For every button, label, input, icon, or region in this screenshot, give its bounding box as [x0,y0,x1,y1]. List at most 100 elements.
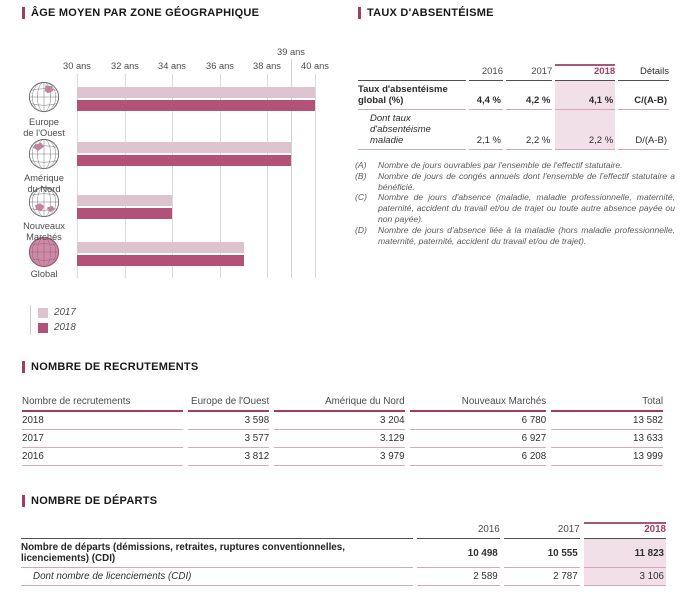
gridline-39 [291,59,292,278]
bar-group-new-markets [77,195,173,221]
table-header-row: 2016 2017 2018 [21,522,666,539]
section-title-recruitments: NOMBRE DE RECRUTEMENTS [22,361,198,373]
x-tick-label: 36 ans [206,61,234,71]
row-label: Taux d'absentéisme global (%) [358,81,466,110]
cell-details: C/(A-B) [618,81,669,110]
gridline [125,74,126,278]
x-tick-label: 38 ans [253,61,281,71]
cell-value: 10 555 [503,539,580,568]
bar-2018-new-markets [77,208,173,219]
bar-2018-europe [77,100,315,111]
cell-value: 3.129 [274,430,405,448]
header-total: Total [551,396,663,412]
x-tick-label-callout: 39 ans [277,47,305,57]
header-new-markets: Nouveaux Marchés [409,396,547,412]
cell-value: 13 633 [551,430,663,448]
title-accent-bar [22,495,25,507]
header-empty [358,64,466,81]
cell-value-2018: 2,2 % [555,110,616,150]
cell-value-2018: 4,1 % [555,81,616,110]
header-2017: 2017 [506,64,553,81]
cell-value: 6 927 [409,430,547,448]
section-title-absenteeism: TAUX D'ABSENTÉISME [358,7,494,19]
legend-label-2018: 2018 [54,322,76,333]
legend-item-2017: 2017 [38,305,76,320]
table-row-2016: 2016 3 812 3 979 6 208 13 999 [22,448,663,466]
table-row-2017: 2017 3 577 3.129 6 927 13 633 [22,430,663,448]
header-north-america: Amérique du Nord [274,396,405,412]
cell-value: 3 979 [274,448,405,466]
cell-value: 2,2 % [506,110,553,150]
bar-2018-north-america [77,155,292,166]
header-empty [21,522,414,539]
absenteeism-table: 2016 2017 2018 Détails Taux d'absentéism… [355,64,672,150]
cell-value: 2 589 [417,568,500,586]
page-title: ÂGE MOYEN PAR ZONE GÉOGRAPHIQUE [31,7,260,19]
row-label: Nombre de départs (démissions, retraites… [21,539,414,568]
table-header-row: Nombre de recrutements Europe de l'Ouest… [22,396,663,412]
title-accent-bar [22,7,25,19]
cell-value: 13 582 [551,412,663,430]
bar-2017-north-america [77,142,292,153]
globe-europe-icon [28,81,60,113]
globe-new-markets-icon [28,186,60,218]
row-year: 2017 [22,430,184,448]
row-year: 2016 [22,448,184,466]
x-tick-label: 40 ans [301,61,329,71]
gridline [220,74,221,278]
globe-global-icon [28,236,60,268]
legend-swatch-2017 [38,307,48,318]
header-2017: 2017 [503,522,580,539]
header-2016: 2016 [468,64,503,81]
bar-group-europe [77,87,315,113]
cell-value: 3 812 [188,448,270,466]
section-title-age-chart: ÂGE MOYEN PAR ZONE GÉOGRAPHIQUE [22,7,259,19]
title-accent-bar [358,7,361,19]
x-tick-label: 32 ans [111,61,139,71]
bar-2017-global [77,242,244,253]
gridline [267,74,268,278]
bar-2017-new-markets [77,195,173,206]
cell-value: 2,1 % [468,110,503,150]
cell-value: 6 208 [409,448,547,466]
row-year: 2018 [22,412,184,430]
category-label-new-markets: Nouveaux Marchés [23,221,65,242]
header-label: Nombre de recrutements [22,396,184,412]
cell-value: 10 498 [417,539,500,568]
header-2018: 2018 [555,64,616,81]
footnotes: (A) Nombre de jours ouvrables par l'ense… [355,160,675,246]
bar-2017-europe [77,87,315,98]
header-2016: 2016 [417,522,500,539]
x-tick-label: 34 ans [158,61,186,71]
gridline [315,74,316,278]
legend-swatch-2018 [38,322,48,333]
cell-value-2018: 11 823 [583,539,666,568]
category-label-global: Global [30,269,58,279]
header-western-europe: Europe de l'Ouest [188,396,270,412]
row-label: Dont taux d'absentéisme maladie [358,110,466,150]
bar-group-north-america [77,142,292,168]
cell-value: 3 577 [188,430,270,448]
legend-item-2018: 2018 [38,320,76,335]
footnote-b: (B) Nombre de jours de congés annuels do… [355,170,675,192]
cell-value: 3 204 [274,412,405,430]
chart-legend: 2017 2018 [30,305,76,335]
category-label-europe: Europe de l'Ouest [23,117,65,138]
footnote-d: (D) Nombre de jours d'absence liée à la … [355,224,675,246]
recruitments-table: Nombre de recrutements Europe de l'Ouest… [17,396,668,466]
gridline [172,74,173,278]
footnote-a: (A) Nombre de jours ouvrables par l'ense… [355,160,623,170]
category-label-north-america: Amérique du Nord [24,173,64,194]
table-row-2018: 2018 3 598 3 204 6 780 13 582 [22,412,663,430]
cell-value: 3 598 [188,412,270,430]
cell-value: 4,4 % [468,81,503,110]
legend-label-2017: 2017 [54,307,76,318]
cell-value: 13 999 [551,448,663,466]
departures-table: 2016 2017 2018 Nombre de départs (démiss… [17,522,670,586]
row-label: Dont nombre de licenciements (CDI) [21,568,414,586]
x-tick-label: 30 ans [63,61,91,71]
table-header-row: 2016 2017 2018 Détails [358,64,669,81]
section-title-departures: NOMBRE DE DÉPARTS [22,495,157,507]
cell-value: 6 780 [409,412,547,430]
